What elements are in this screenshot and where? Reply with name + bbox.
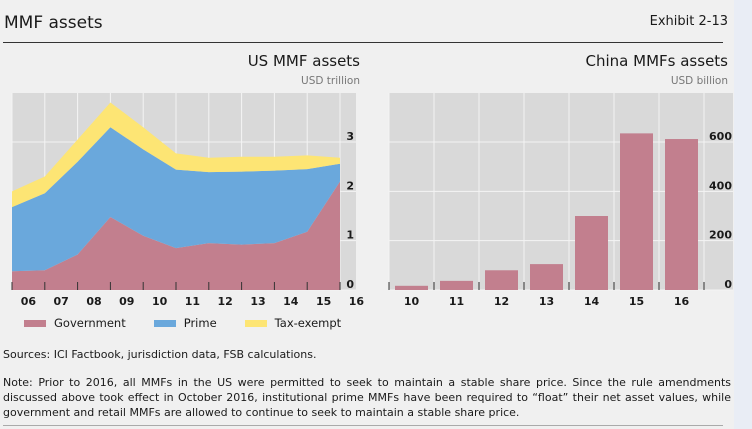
note-text: Note: Prior to 2016, all MMFs in the US … [3, 376, 731, 419]
china-bar [395, 285, 428, 290]
us-x-tick-label: 09 [119, 295, 134, 308]
legend-label: Prime [183, 316, 217, 330]
us-chart-unit: USD trillion [301, 75, 360, 87]
legend-swatch-prime [153, 319, 176, 327]
us-chart-legend: Government Prime Tax-exempt [24, 316, 369, 330]
us-x-tick-label: 07 [54, 295, 69, 308]
china-x-tick-label: 12 [494, 295, 509, 308]
us-x-tick-label: 12 [218, 295, 233, 308]
exhibit-label: Exhibit 2-13 [649, 14, 728, 29]
us-area-government [12, 181, 340, 290]
china-x-tick-label: 11 [449, 295, 464, 308]
china-x-tick-label: 14 [584, 295, 600, 308]
us-x-tick-label: 16 [349, 295, 365, 308]
window-edge [734, 0, 752, 429]
china-bar [440, 280, 473, 290]
china-y-tick-label: 600 [709, 130, 732, 143]
us-y-tick-label: 1 [346, 229, 354, 242]
legend-item-prime: Prime [153, 316, 217, 330]
us-y-tick-label: 2 [346, 179, 354, 192]
us-x-tick-label: 06 [21, 295, 37, 308]
legend-label: Government [54, 316, 126, 330]
china-y-tick-label: 400 [709, 179, 732, 192]
china-chart-title: China MMFs assets [585, 52, 728, 70]
china-mmf-chart: 10 11 12 13 14 15 16 0 200 400 600 [388, 93, 733, 308]
header-divider [3, 42, 723, 43]
us-chart-title: US MMF assets [247, 52, 360, 70]
china-y-tick-label: 200 [709, 229, 732, 242]
sources-text: Sources: ICI Factbook, jurisdiction data… [3, 348, 317, 361]
china-chart-unit: USD billion [670, 75, 728, 87]
us-x-tick-label: 14 [283, 295, 299, 308]
china-x-tick-label: 10 [404, 295, 420, 308]
legend-swatch-government [24, 319, 46, 327]
us-x-tick-label: 08 [86, 295, 101, 308]
legend-item-government: Government [24, 316, 126, 330]
us-area-tax-exempt [12, 102, 340, 208]
us-y-tick-label: 3 [346, 130, 354, 143]
footer-divider [3, 425, 723, 426]
legend-swatch-tax-exempt [244, 319, 267, 327]
us-area-prime [12, 127, 340, 272]
page-title: MMF assets [4, 13, 103, 33]
china-bar [485, 270, 518, 290]
china-x-tick-label: 13 [539, 295, 554, 308]
china-x-tick-label: 15 [629, 295, 644, 308]
china-x-tick-label: 16 [674, 295, 690, 308]
china-bar [530, 264, 563, 290]
legend-label: Tax-exempt [274, 316, 342, 330]
china-bar [575, 216, 608, 290]
china-bar [665, 139, 698, 290]
us-x-tick-label: 10 [152, 295, 168, 308]
us-y-tick-label: 0 [346, 278, 354, 291]
us-x-tick-label: 11 [185, 295, 200, 308]
china-bar [620, 133, 653, 290]
legend-item-tax-exempt: Tax-exempt [244, 316, 342, 330]
us-x-tick-label: 15 [316, 295, 331, 308]
china-y-tick-label: 0 [724, 278, 732, 291]
us-x-tick-label: 13 [250, 295, 265, 308]
